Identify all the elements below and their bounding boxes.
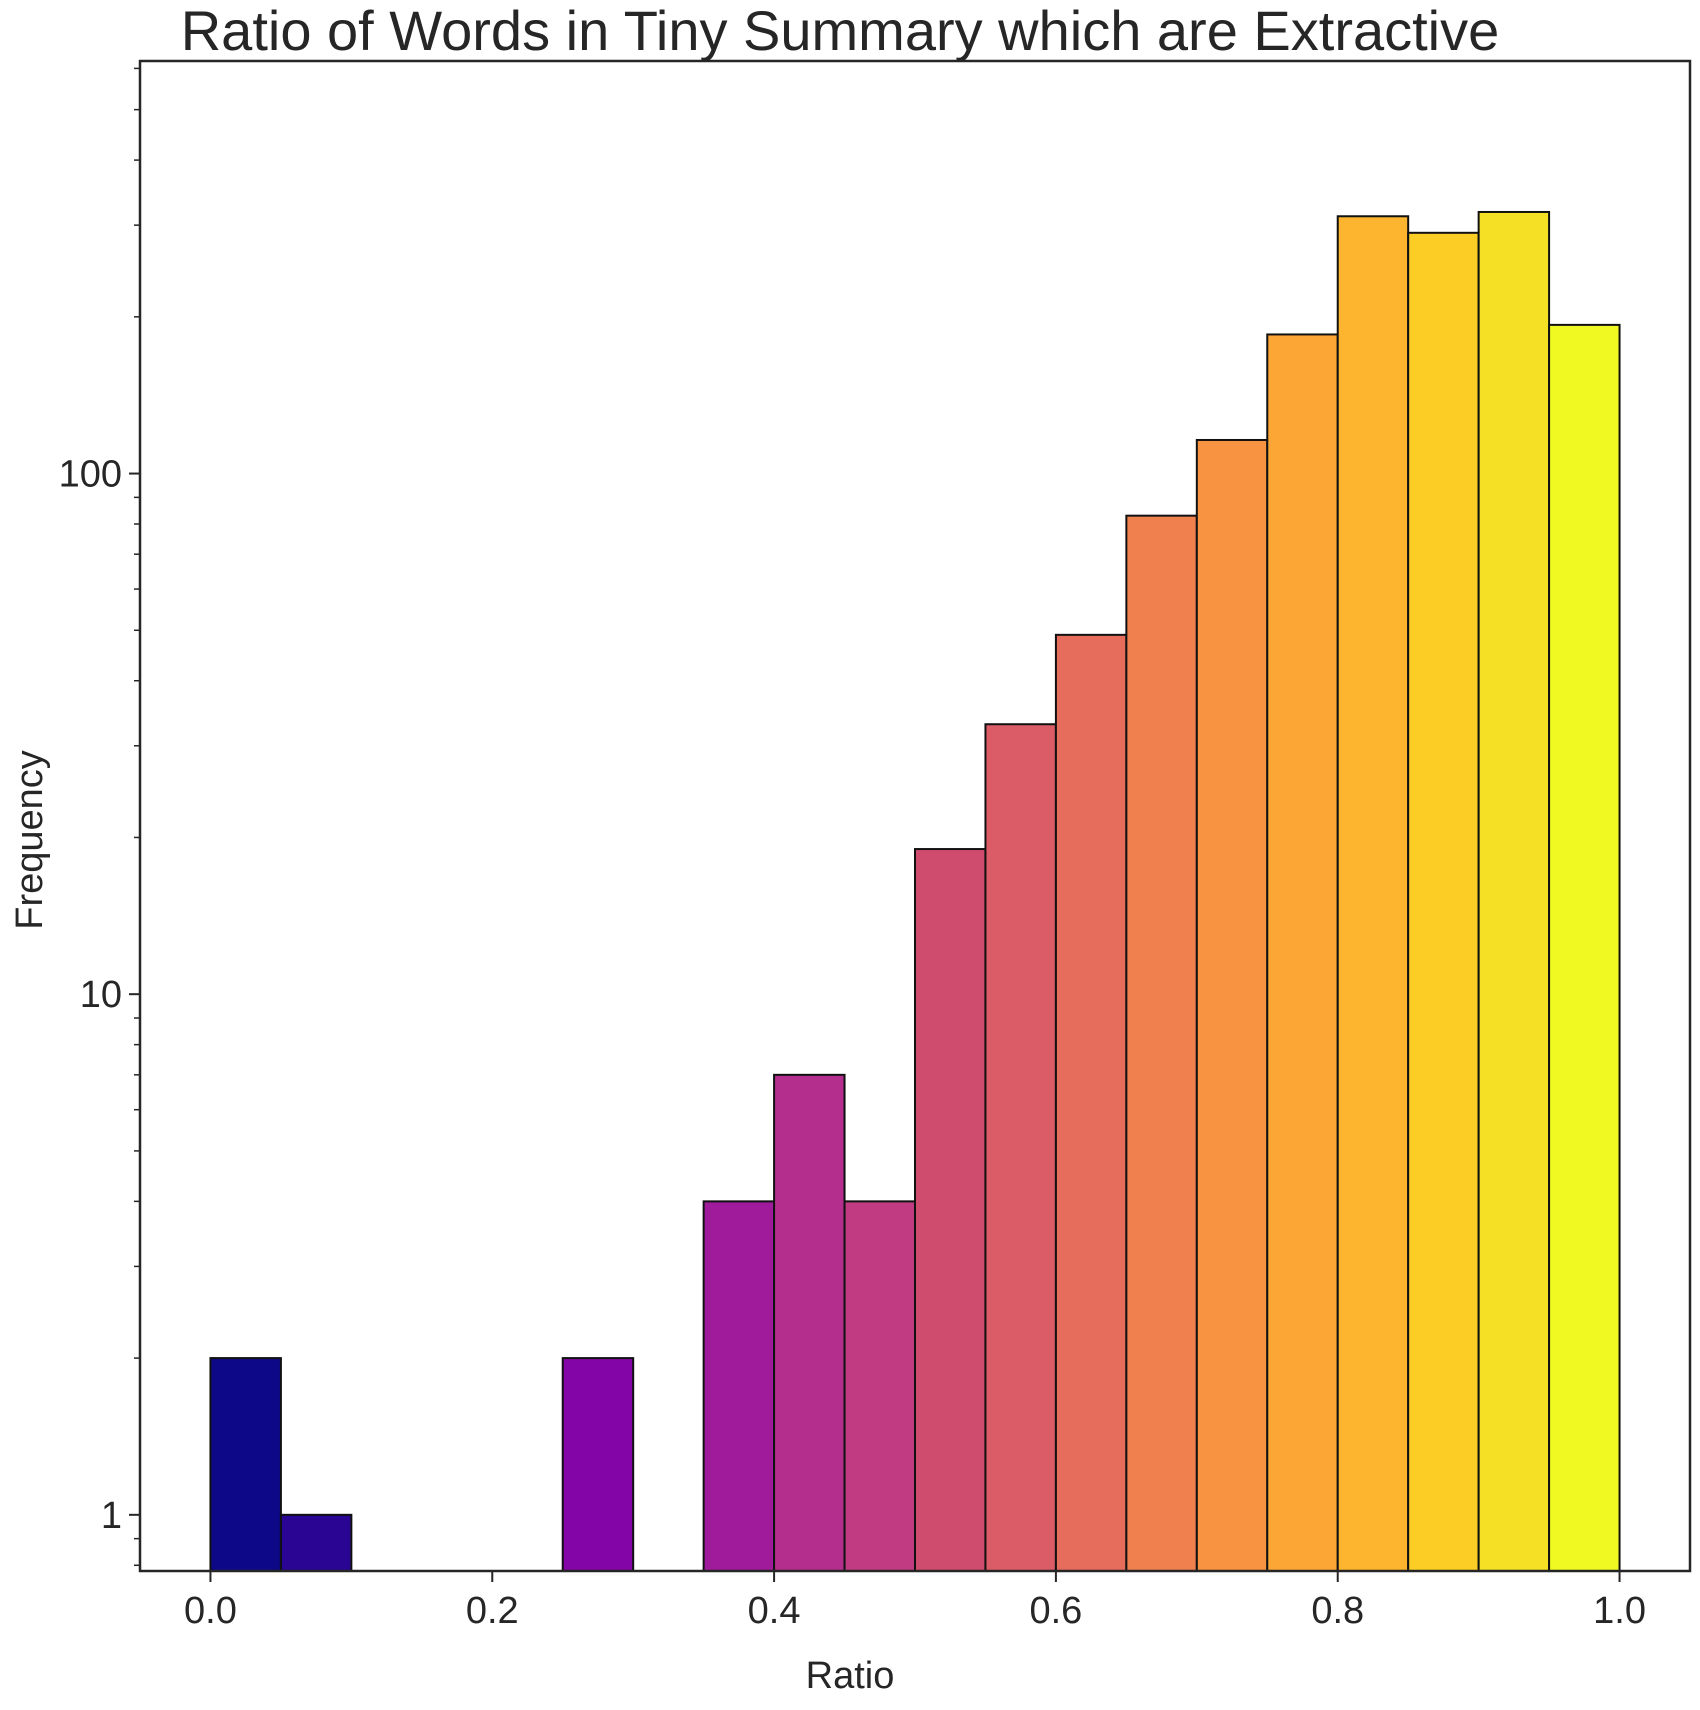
bars-group [209,210,1621,1573]
histogram-bar [561,1357,635,1572]
histogram-bar [279,1513,353,1572]
histogram-bar [843,1200,916,1572]
histogram-bar [1336,215,1410,1572]
histogram-bar [1266,333,1339,1573]
x-tick-label: 0.6 [1029,1590,1082,1632]
x-tick-label: 1.0 [1593,1590,1646,1632]
x-tick-label: 0.4 [748,1590,801,1632]
histogram-bar [1477,210,1551,1573]
histogram-bar [914,848,987,1572]
histogram-bar [1125,514,1198,1572]
histogram-bar [209,1357,282,1572]
histogram-bar [1548,323,1621,1572]
plot-frame [138,59,1692,1573]
histogram-bar [1195,438,1269,1572]
histogram-bar [773,1073,846,1572]
x-tick-label: 0.2 [466,1590,519,1632]
histogram-bar [1054,633,1128,1572]
y-tick-label: 1 [101,1495,122,1537]
chart-title: Ratio of Words in Tiny Summary which are… [181,0,1500,62]
x-tick-label: 0.8 [1311,1590,1364,1632]
histogram-bar [702,1200,776,1572]
y-tick-label: 10 [80,974,122,1016]
x-tick-label: 0.0 [184,1590,237,1632]
histogram-bar [1407,231,1480,1572]
y-axis: 1 10 100 [59,67,140,1567]
x-axis-label: Ratio [806,1655,895,1697]
x-axis: 0.0 0.2 0.4 0.6 0.8 1.0 [184,1571,1646,1632]
y-tick-label: 100 [59,454,122,496]
y-axis-label: Frequency [9,750,51,930]
histogram-bar [984,723,1057,1572]
